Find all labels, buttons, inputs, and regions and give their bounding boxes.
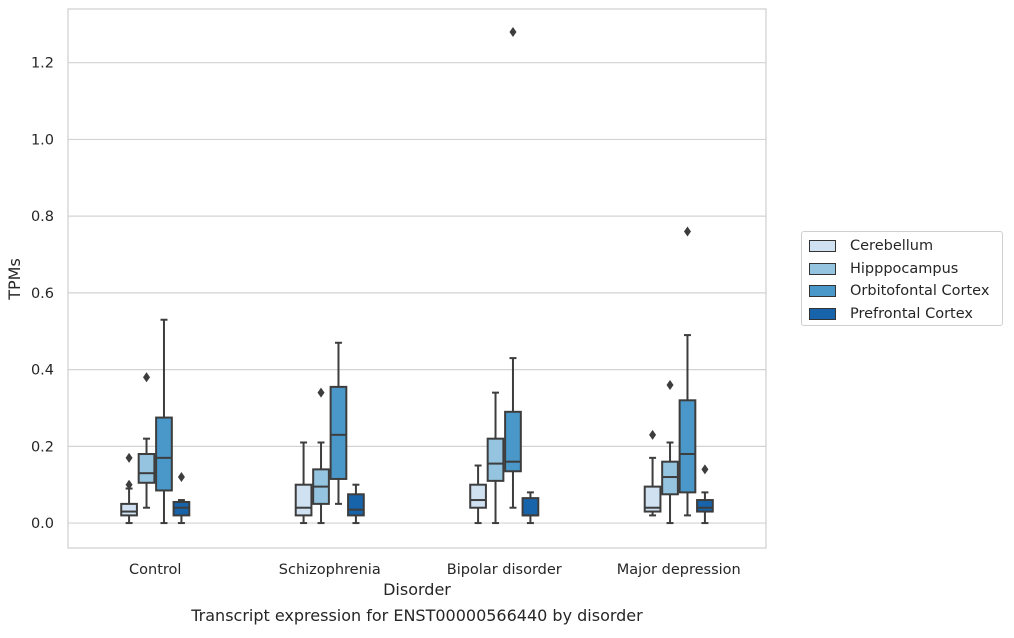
- box-3-1: [347, 483, 365, 525]
- outlier-point: [143, 372, 151, 383]
- box-2-1: [329, 341, 348, 505]
- x-tick-label: Bipolar disorder: [447, 562, 562, 578]
- outlier-point: [701, 464, 709, 475]
- box: [696, 499, 714, 513]
- y-axis-label: TPMs: [5, 258, 24, 301]
- box-1-1: [312, 387, 330, 525]
- box: [643, 485, 662, 513]
- legend-item-orbitofrontal-cortex: Orbitofontal Cortex: [809, 282, 989, 300]
- x-tick-label: Schizophrenia: [279, 562, 381, 578]
- legend-item-cerebellum: Cerebellum: [809, 237, 933, 255]
- outlier-point: [125, 479, 133, 490]
- box: [504, 410, 522, 473]
- legend-item-hippocampus: Hipppocampus: [809, 260, 958, 278]
- gridlines: [68, 62, 766, 524]
- box-1-3: [661, 379, 679, 525]
- box: [521, 497, 540, 517]
- legend-swatch: [809, 240, 836, 252]
- plot-area: [120, 27, 714, 525]
- legend-label: Cerebellum: [850, 238, 934, 254]
- legend-label: Orbitofontal Cortex: [850, 283, 990, 299]
- box-3-2: [521, 491, 540, 525]
- box: [678, 399, 697, 494]
- box: [347, 493, 365, 517]
- box-0-1: [294, 441, 313, 525]
- box-2-3: [678, 226, 697, 517]
- box: [155, 416, 173, 492]
- legend-item-prefrontal-cortex: Prefrontal Cortex: [809, 305, 973, 323]
- chart-caption: Transcript expression for ENST0000056644…: [191, 606, 643, 625]
- box-0-3: [643, 429, 662, 517]
- outlier-point: [317, 387, 325, 398]
- plot-frame: [67, 8, 767, 549]
- outlier-point: [125, 452, 133, 463]
- legend-swatch: [809, 263, 836, 275]
- box: [137, 453, 156, 484]
- y-tick-label: 1.2: [31, 56, 54, 72]
- legend: Cerebellum Hipppocampus Orbitofontal Cor…: [801, 231, 1003, 326]
- box: [294, 483, 313, 517]
- box-3-3: [696, 464, 714, 525]
- y-tick-label: 0.8: [31, 209, 54, 225]
- y-tick-label: 0.2: [31, 439, 54, 455]
- box: [329, 385, 348, 480]
- box: [469, 483, 487, 509]
- legend-label: Hipppocampus: [850, 261, 959, 277]
- x-tick-label: Control: [129, 562, 181, 578]
- outlier-point: [649, 429, 657, 440]
- box-0-0: [120, 452, 138, 525]
- y-tick-label: 0.0: [31, 516, 54, 532]
- x-axis-label: Disorder: [383, 580, 451, 599]
- legend-swatch: [809, 308, 836, 320]
- legend-label: Prefrontal Cortex: [850, 306, 973, 322]
- x-axis-ticks: Control Schizophrenia Bipolar disorder Majo…: [129, 562, 741, 578]
- y-tick-label: 0.6: [31, 286, 54, 302]
- outlier-point: [509, 27, 517, 38]
- outlier-point: [666, 379, 674, 390]
- y-axis-ticks: 0.0 0.2 0.4 0.6 0.8 1.0 1.2: [31, 56, 54, 532]
- box-3-0: [172, 472, 191, 525]
- outlier-point: [683, 226, 691, 237]
- legend-swatch: [809, 285, 836, 297]
- box-1-0: [137, 372, 156, 509]
- y-tick-label: 0.4: [31, 363, 54, 379]
- box-1-2: [486, 391, 505, 525]
- box: [120, 502, 138, 517]
- box-2-2: [504, 27, 522, 509]
- box-2-0: [155, 318, 173, 525]
- outlier-point: [177, 472, 185, 483]
- box-0-2: [469, 464, 487, 525]
- box: [486, 437, 505, 482]
- x-tick-label: Major depression: [617, 562, 741, 578]
- y-tick-label: 1.0: [31, 132, 54, 148]
